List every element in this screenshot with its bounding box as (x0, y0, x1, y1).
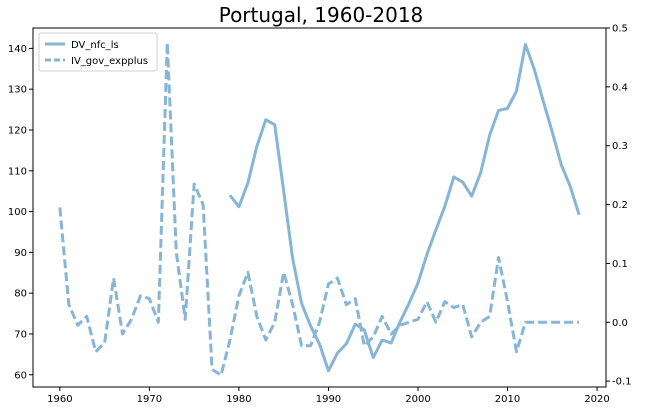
axes-group: 1960 1970 1980 1990 2000 2010 2020 60 70 80 90 100 1… (8, 24, 632, 406)
y-left-tick-label: 120 (8, 125, 27, 136)
y-right-tick-label: 0.1 (612, 259, 628, 270)
y-left-tick-label: 90 (14, 248, 27, 259)
y-right-tick-label: 0.0 (612, 318, 628, 329)
legend-label-dv-nfc-ls: DV_nfc_ls (71, 40, 119, 51)
legend-box (38, 32, 158, 72)
series-line-dv-nfc-ls (228, 42, 581, 373)
legend: DV_nfc_ls IV_gov_expplus (38, 32, 158, 72)
plot-frame (32, 27, 607, 388)
y-right-tick-label: -0.1 (612, 377, 632, 388)
x-tick-label: 2000 (405, 394, 430, 405)
x-tick-label: 2010 (495, 394, 520, 405)
x-tick-label: 1980 (226, 394, 251, 405)
y-left-tick-label: 70 (14, 329, 27, 340)
y-left-tick-label: 140 (8, 44, 27, 55)
series-line-iv-gov-expplus (58, 41, 580, 377)
y-right-tick-label: 0.2 (612, 200, 628, 211)
y-left-tick-label: 80 (14, 289, 27, 300)
y-left-tick-label: 100 (8, 207, 27, 218)
y-left-tick-label: 110 (8, 166, 27, 177)
legend-label-iv-gov-expplus: IV_gov_expplus (71, 56, 148, 67)
x-tick-label: 1960 (47, 394, 72, 405)
chart-title: Portugal, 1960-2018 (219, 3, 424, 27)
y-right-tick-label: 0.5 (612, 24, 628, 35)
y-left-tick-label: 130 (8, 85, 27, 96)
y-left-tick-label: 60 (14, 370, 27, 381)
y-right-tick-label: 0.4 (612, 82, 628, 93)
y-right-tick-label: 0.3 (612, 141, 628, 152)
x-tick-label: 1970 (137, 394, 162, 405)
x-tick-label: 2020 (584, 394, 609, 405)
x-tick-label: 1990 (316, 394, 341, 405)
lines-group (58, 41, 581, 377)
